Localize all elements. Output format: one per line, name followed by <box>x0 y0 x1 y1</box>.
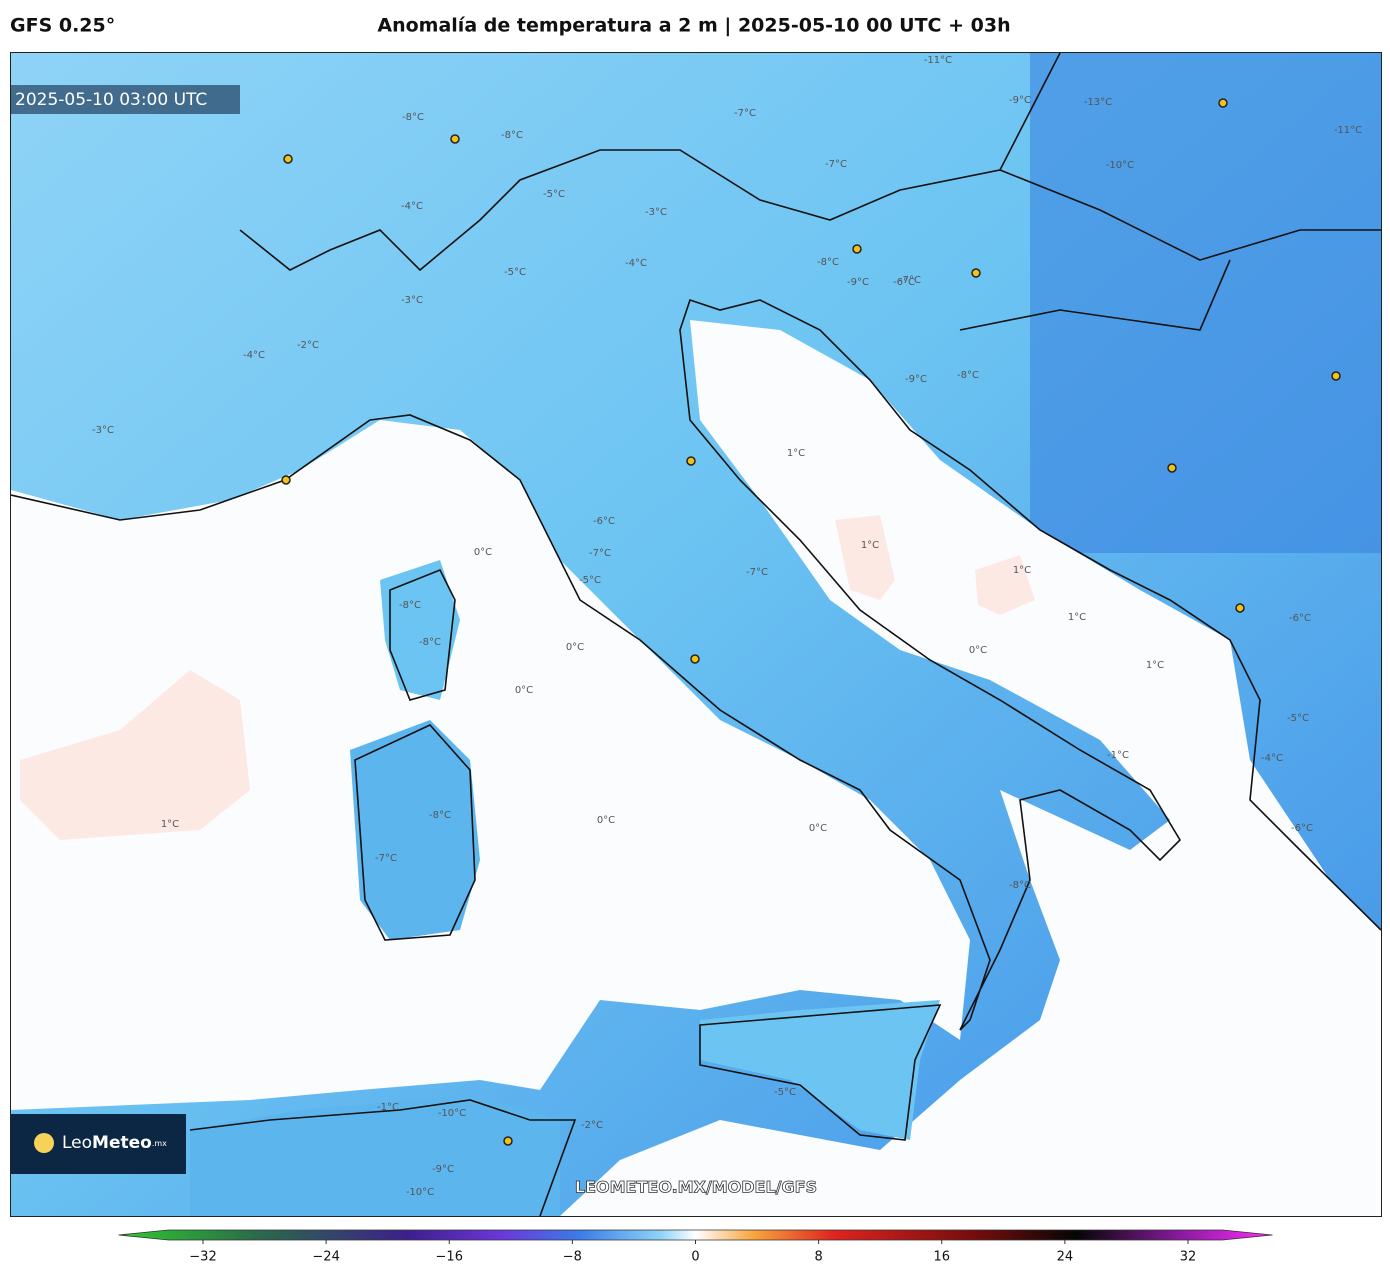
contour-label: -6°C <box>1289 613 1311 624</box>
colorbar-tick-label: 24 <box>1057 1250 1074 1265</box>
contour-label: -4°C <box>625 258 647 269</box>
contour-label: -5°C <box>504 267 526 278</box>
logo-light: Leo <box>62 1133 92 1153</box>
colorbar-tick-label: −8 <box>563 1250 582 1265</box>
logo-text: LeoMeteo.mx <box>62 1133 167 1153</box>
contour-label: -7°C <box>746 567 768 578</box>
contour-label: -3°C <box>401 295 423 306</box>
cities <box>281 98 1341 1146</box>
contour-label: -8°C <box>402 112 424 123</box>
contour-label: -1°C <box>377 1102 399 1113</box>
coastlines <box>11 53 1381 1216</box>
contour-label: 1°C <box>787 448 805 459</box>
contour-label: -7°C <box>825 159 847 170</box>
contour-label: -7°C <box>375 853 397 864</box>
colorbar-tick-label: 16 <box>933 1250 950 1265</box>
time-box <box>11 85 240 114</box>
valid-time: 2025-05-10 03:00 UTC <box>15 90 207 110</box>
contour-label: -6°C <box>1291 823 1313 834</box>
contour-label: -9°C <box>432 1164 454 1175</box>
contour-labels: -11°C -13°C -10°C -11°C -9°C -8°C -7°C -8°C -5°C… <box>92 55 1362 1198</box>
contour-label: -2°C <box>297 340 319 351</box>
colorbar: −32 −24 −16 −8 0 8 16 24 32 <box>118 1229 1273 1265</box>
contour-label: -9°C <box>905 374 927 385</box>
contour-label: -4°C <box>243 350 265 361</box>
contour-label: 0°C <box>515 685 533 696</box>
contour-label: -13°C <box>1084 97 1112 108</box>
contour-label: 0°C <box>969 645 987 656</box>
contour-label: -6°C <box>593 516 615 527</box>
contour-label: 1°C <box>1068 612 1086 623</box>
sicily <box>700 1000 940 1140</box>
contour-label: -8°C <box>817 257 839 268</box>
contour-label: 1°C <box>161 819 179 830</box>
contour-label: -8°C <box>1009 880 1031 891</box>
logo-sun <box>34 1133 54 1153</box>
contour-label: 0°C <box>809 823 827 834</box>
logo-suffix: .mx <box>152 1139 167 1148</box>
contour-label: 0°C <box>474 547 492 558</box>
north-africa <box>190 1095 560 1216</box>
watermark: LEOMETEO.MX/MODEL/GFS <box>575 1178 817 1197</box>
contour-label: 1°C <box>861 540 879 551</box>
contour-label: -9°C <box>847 277 869 288</box>
contour-label: -4°C <box>1261 753 1283 764</box>
contour-label: 0°C <box>566 642 584 653</box>
colorbar-tick-label: −32 <box>189 1250 216 1265</box>
map-title: Anomalía de temperatura a 2 m | 2025-05-… <box>377 15 1010 37</box>
contour-label: -3°C <box>92 425 114 436</box>
warm-anomaly <box>975 555 1035 615</box>
contour-label: -7°C <box>589 548 611 559</box>
sardinia <box>350 720 480 940</box>
contour-label: -8°C <box>399 600 421 611</box>
colorbar-tick-label: −16 <box>436 1250 463 1265</box>
tyrrhenian-sea <box>11 420 970 1110</box>
contour-label: -8°C <box>957 370 979 381</box>
colorbar-tick-label: −24 <box>312 1250 339 1265</box>
contour-label: -5°C <box>543 189 565 200</box>
adriatic-ionian-sea <box>560 320 1381 1216</box>
logo-bold: Meteo <box>92 1133 152 1153</box>
contour-label: -11°C <box>924 55 952 66</box>
contour-label: -8°C <box>429 810 451 821</box>
cold-core <box>1030 53 1381 553</box>
map-body: -11°C -13°C -10°C -11°C -9°C -8°C -7°C -8°C -5°C… <box>11 53 1381 1216</box>
contour-label: -8°C <box>501 130 523 141</box>
contour-label: -10°C <box>1106 160 1134 171</box>
contour-label: -7°C <box>899 275 921 286</box>
contour-label: 1°C <box>1013 565 1031 576</box>
contour-label: 0°C <box>597 815 615 826</box>
contour-label: 1°C <box>1146 660 1164 671</box>
contour-label: -2°C <box>581 1120 603 1131</box>
colorbar-body <box>118 1229 1273 1241</box>
contour-label: -11°C <box>1334 125 1362 136</box>
contour-label: -1°C <box>1107 750 1129 761</box>
contour-label: -10°C <box>438 1108 466 1119</box>
warm-anomaly <box>20 670 250 840</box>
contour-label: -3°C <box>645 207 667 218</box>
contour-label: -7°C <box>734 108 756 119</box>
contour-label: -4°C <box>401 201 423 212</box>
colorbar-tick-label: 0 <box>691 1250 699 1265</box>
contour-label: -5°C <box>579 575 601 586</box>
contour-label: -9°C <box>1009 95 1031 106</box>
colorbar-tick-label: 32 <box>1180 1250 1197 1265</box>
contour-label: -8°C <box>419 637 441 648</box>
contour-label: -5°C <box>774 1087 796 1098</box>
map-frame <box>10 52 1382 1217</box>
colorbar-tick-label: 8 <box>814 1250 822 1265</box>
corsica <box>380 560 460 700</box>
contour-label: -5°C <box>1287 713 1309 724</box>
warm-anomaly <box>835 515 895 600</box>
contour-label: -10°C <box>406 1187 434 1198</box>
contour-label: -6°C <box>893 277 915 288</box>
model-name: GFS 0.25° <box>10 15 115 37</box>
